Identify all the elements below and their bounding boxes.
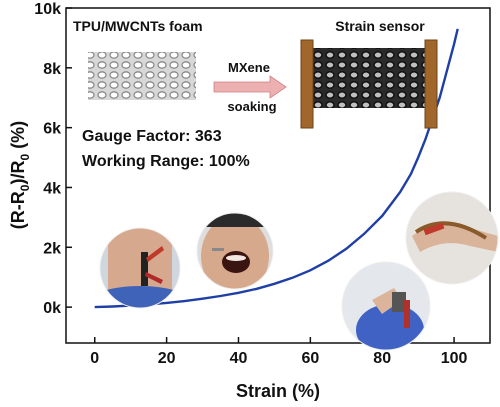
sensor-illustration (305, 48, 430, 108)
y-tick-label: 2k (43, 240, 61, 257)
x-tick-label: 0 (90, 350, 99, 367)
x-tick-label: 80 (373, 350, 391, 367)
y-tick-label: 6k (43, 121, 61, 138)
y-tick-label: 4k (43, 180, 61, 197)
y-tick-label: 10k (34, 1, 61, 18)
working-range-text: Working Range: 100% (82, 153, 250, 170)
foam-label: TPU/MWCNTs foam (73, 18, 203, 34)
x-tick-label: 100 (441, 350, 468, 367)
y-axis-title-sub2: 0 (18, 154, 32, 161)
right-electrode (424, 39, 438, 129)
arrow-icon (213, 75, 287, 99)
left-electrode (300, 39, 314, 129)
x-tick-labels: 0 20 40 60 80 100 (90, 350, 467, 367)
gauge-factor-text: Gauge Factor: 363 (82, 128, 222, 145)
plot-frame (65, 7, 491, 344)
y-axis-title-part1: (R-R (8, 191, 28, 229)
x-tick-label: 40 (230, 350, 248, 367)
arrow-label-bottom: soaking (227, 99, 276, 114)
y-axis-title: (R-R0)/R0 (%) (8, 121, 32, 229)
x-tick-label: 20 (158, 350, 176, 367)
y-tick-label: 0k (43, 300, 61, 317)
mouth-photo (197, 213, 273, 289)
foam-illustration (88, 52, 196, 100)
y-tick-labels: 0k 2k 4k 6k 8k 10k (34, 1, 61, 317)
x-tick-label: 60 (301, 350, 319, 367)
x-axis-title: Strain (%) (236, 381, 320, 401)
finger-photo (342, 262, 430, 350)
sensor-label: Strain sensor (335, 18, 425, 34)
hand-bend-photo (406, 192, 498, 284)
y-axis-title-part3: (%) (8, 121, 28, 154)
arrow-label-top: MXene (228, 60, 270, 75)
neck-photo (100, 228, 180, 308)
y-axis-title-sub1: 0 (18, 184, 32, 191)
y-tick-label: 8k (43, 61, 61, 78)
y-axis-title-part2: )/R (8, 161, 28, 185)
